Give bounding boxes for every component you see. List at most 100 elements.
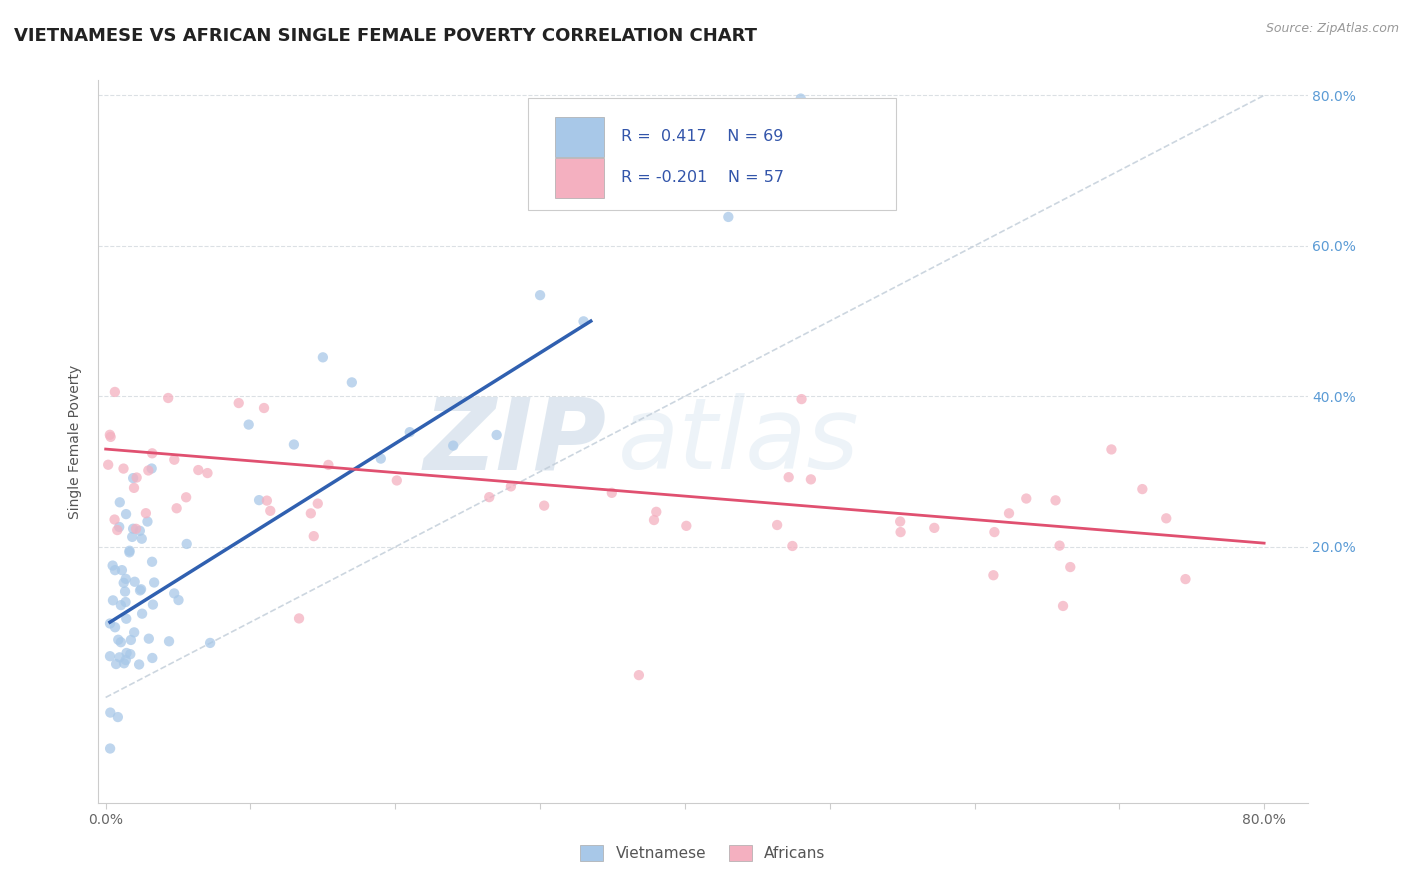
Text: R = -0.201    N = 57: R = -0.201 N = 57	[621, 170, 783, 186]
Point	[717, 210, 740, 224]
Point	[114, 595, 136, 609]
Point	[129, 582, 152, 597]
Point	[104, 384, 127, 399]
Point	[118, 543, 141, 558]
Point	[675, 519, 697, 533]
Point	[98, 649, 121, 664]
Point	[398, 425, 420, 439]
Point	[238, 417, 260, 432]
Point	[108, 650, 131, 665]
Point	[529, 288, 551, 302]
Text: ZIP: ZIP	[423, 393, 606, 490]
Point	[107, 710, 129, 724]
Point	[299, 507, 322, 521]
Point	[104, 563, 127, 577]
Point	[115, 612, 138, 626]
Point	[283, 437, 305, 451]
Point	[101, 558, 124, 573]
Point	[97, 458, 120, 472]
Point	[114, 653, 136, 667]
Point	[141, 461, 163, 475]
Point	[253, 401, 276, 415]
Point	[157, 634, 180, 648]
Point	[157, 391, 180, 405]
Point	[478, 490, 501, 504]
Point	[107, 632, 129, 647]
Point	[890, 525, 912, 540]
Point	[485, 428, 508, 442]
FancyBboxPatch shape	[527, 98, 897, 211]
Point	[307, 497, 329, 511]
Point	[924, 521, 946, 535]
Text: Source: ZipAtlas.com: Source: ZipAtlas.com	[1265, 22, 1399, 36]
Point	[115, 507, 138, 521]
Point	[108, 520, 131, 534]
Text: VIETNAMESE VS AFRICAN SINGLE FEMALE POVERTY CORRELATION CHART: VIETNAMESE VS AFRICAN SINGLE FEMALE POVE…	[14, 27, 756, 45]
Point	[256, 493, 278, 508]
Point	[983, 568, 1005, 582]
Point	[128, 524, 150, 538]
Point	[100, 430, 122, 444]
Point	[122, 625, 145, 640]
Point	[1015, 491, 1038, 506]
Point	[862, 178, 884, 192]
Point	[114, 572, 136, 586]
Point	[131, 607, 153, 621]
Point	[533, 499, 555, 513]
Point	[782, 539, 804, 553]
Point	[118, 545, 141, 559]
Point	[115, 646, 138, 660]
Point	[141, 446, 163, 460]
Point	[1174, 572, 1197, 586]
Point	[197, 466, 219, 480]
Point	[318, 458, 340, 472]
Point	[790, 392, 813, 406]
Point	[98, 741, 121, 756]
Point	[340, 376, 363, 390]
Point	[800, 472, 823, 486]
Point	[247, 493, 270, 508]
Point	[143, 575, 166, 590]
Point	[108, 495, 131, 509]
Point	[136, 515, 159, 529]
Point	[124, 574, 146, 589]
Point	[122, 481, 145, 495]
Legend: Vietnamese, Africans: Vietnamese, Africans	[574, 839, 832, 867]
Y-axis label: Single Female Poverty: Single Female Poverty	[69, 365, 83, 518]
Point	[259, 504, 281, 518]
Point	[163, 452, 186, 467]
Point	[312, 351, 335, 365]
Point	[122, 471, 145, 485]
Point	[167, 593, 190, 607]
Point	[174, 491, 197, 505]
Point	[105, 523, 128, 537]
Point	[441, 439, 464, 453]
Bar	[555, 158, 603, 198]
Point	[600, 486, 623, 500]
Point	[110, 635, 132, 649]
Point	[104, 620, 127, 634]
Point	[105, 657, 128, 671]
Point	[187, 463, 209, 477]
Point	[121, 530, 143, 544]
Point	[98, 706, 121, 720]
Point	[163, 586, 186, 600]
Point	[112, 657, 135, 671]
Point	[128, 657, 150, 672]
Point	[1154, 511, 1177, 525]
Bar	[555, 117, 603, 156]
Point	[114, 584, 136, 599]
Point	[1130, 482, 1153, 496]
Point	[141, 555, 163, 569]
Point	[112, 575, 135, 590]
Point	[228, 396, 250, 410]
Point	[98, 427, 121, 442]
Point	[288, 611, 311, 625]
Point	[101, 593, 124, 607]
Point	[889, 515, 911, 529]
Text: atlas: atlas	[619, 393, 860, 490]
Point	[112, 461, 135, 475]
Point	[790, 91, 813, 105]
Point	[166, 501, 188, 516]
Point	[645, 505, 668, 519]
